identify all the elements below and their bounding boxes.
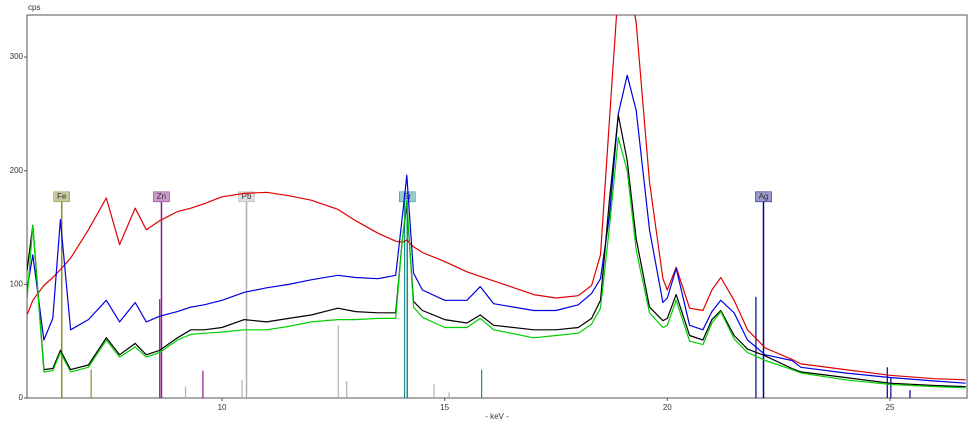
element-box [755,191,772,203]
y-axis-label: cps [28,3,40,12]
element-label: Sr [403,192,411,201]
x-tick-label: 15 [440,403,449,412]
x-tick-label: 25 [886,403,895,412]
y-tick-label: 300 [10,52,24,61]
spectrum-line [27,137,966,389]
element-box [53,191,70,203]
element-box [238,191,255,203]
y-tick-label: 0 [19,393,24,402]
spectrum-line [27,15,966,381]
spectrum-line [27,74,966,384]
plot-frame [26,14,968,399]
element-label: Fe [57,192,67,201]
x-tick-label: 10 [218,403,227,412]
y-tick-label: 200 [10,166,24,175]
element-label: Pb [242,192,252,201]
element-box [153,191,170,203]
element-label: Ag [759,192,769,201]
element-label: Zn [157,192,166,201]
y-tick-label: 100 [10,279,24,288]
plot: Fe Zn Pb Sr Ag [27,15,966,398]
spectrum-line [27,114,966,388]
x-axis-label: - keV - [485,412,509,421]
x-tick-label: 20 [663,403,672,412]
